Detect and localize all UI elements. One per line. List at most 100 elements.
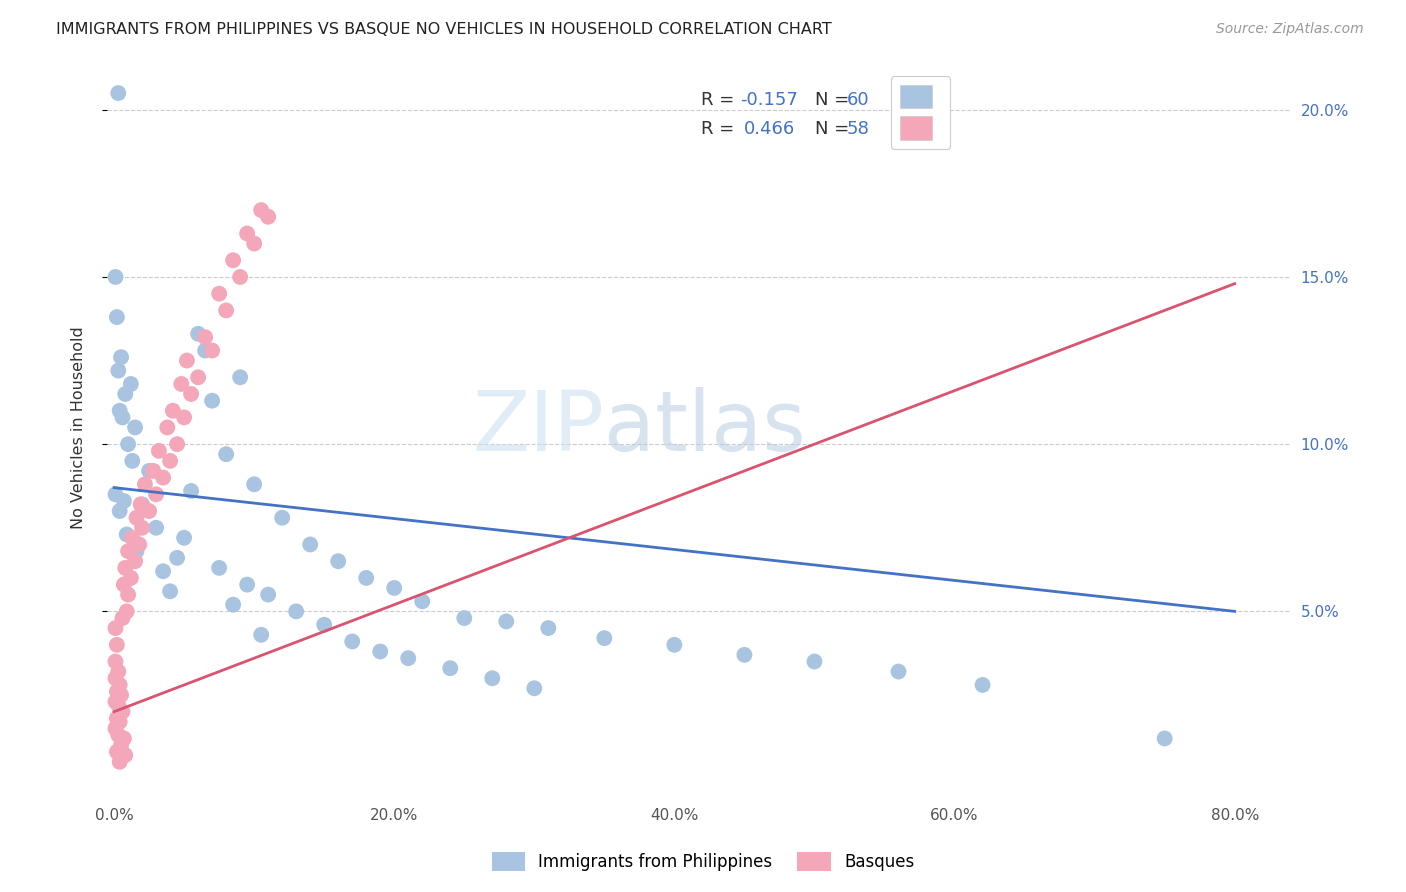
Point xyxy=(803,655,825,669)
Point xyxy=(201,393,224,408)
Point xyxy=(208,286,231,301)
Point xyxy=(104,722,127,736)
Point xyxy=(110,688,132,702)
Point xyxy=(156,420,179,434)
Text: R =: R = xyxy=(702,91,741,109)
Legend: , : , xyxy=(890,76,950,149)
Point xyxy=(107,363,129,377)
Point xyxy=(159,454,181,468)
Point xyxy=(285,604,308,618)
Point xyxy=(148,443,170,458)
Text: ZIP: ZIP xyxy=(472,387,605,468)
Point xyxy=(236,227,259,241)
Point xyxy=(124,420,146,434)
Point xyxy=(142,464,165,478)
Point xyxy=(523,681,546,696)
Point xyxy=(152,564,174,578)
Point xyxy=(299,537,322,551)
Point xyxy=(138,504,160,518)
Point xyxy=(117,588,139,602)
Point xyxy=(121,454,143,468)
Text: N =: N = xyxy=(815,120,855,138)
Point xyxy=(733,648,755,662)
Point xyxy=(104,487,127,501)
Point xyxy=(236,577,259,591)
Point xyxy=(114,561,136,575)
Point xyxy=(117,437,139,451)
Point xyxy=(328,554,350,568)
Point xyxy=(439,661,461,675)
Point xyxy=(115,604,138,618)
Point xyxy=(170,376,193,391)
Point xyxy=(125,544,148,558)
Point xyxy=(229,269,252,284)
Point xyxy=(243,236,266,251)
Text: 60: 60 xyxy=(846,91,869,109)
Point xyxy=(382,581,405,595)
Point xyxy=(250,203,273,218)
Point xyxy=(215,447,238,461)
Point xyxy=(104,655,127,669)
Point xyxy=(107,728,129,742)
Point xyxy=(105,745,128,759)
Point xyxy=(342,634,364,648)
Point xyxy=(110,350,132,364)
Point xyxy=(112,494,135,508)
Point xyxy=(887,665,910,679)
Point xyxy=(107,665,129,679)
Point xyxy=(120,571,142,585)
Point xyxy=(125,510,148,524)
Point xyxy=(972,678,994,692)
Point xyxy=(131,497,153,511)
Point xyxy=(108,403,131,417)
Point xyxy=(257,588,280,602)
Point xyxy=(187,370,209,384)
Point xyxy=(159,584,181,599)
Point xyxy=(108,678,131,692)
Point xyxy=(105,711,128,725)
Point xyxy=(104,621,127,635)
Point xyxy=(593,631,616,645)
Point xyxy=(105,684,128,698)
Point xyxy=(145,487,167,501)
Point xyxy=(176,353,198,368)
Point xyxy=(124,554,146,568)
Y-axis label: No Vehicles in Household: No Vehicles in Household xyxy=(72,326,86,529)
Text: R =: R = xyxy=(702,120,741,138)
Point xyxy=(111,705,134,719)
Point xyxy=(537,621,560,635)
Point xyxy=(110,738,132,752)
Text: 0.466: 0.466 xyxy=(744,120,796,138)
Point xyxy=(117,544,139,558)
Point xyxy=(222,253,245,268)
Point xyxy=(173,410,195,425)
Point xyxy=(314,617,336,632)
Point xyxy=(111,410,134,425)
Point xyxy=(271,510,294,524)
Text: -0.157: -0.157 xyxy=(741,91,799,109)
Point xyxy=(180,387,202,401)
Text: IMMIGRANTS FROM PHILIPPINES VS BASQUE NO VEHICLES IN HOUSEHOLD CORRELATION CHART: IMMIGRANTS FROM PHILIPPINES VS BASQUE NO… xyxy=(56,22,832,37)
Point xyxy=(180,483,202,498)
Point xyxy=(250,628,273,642)
Point xyxy=(222,598,245,612)
Point xyxy=(194,343,217,358)
Text: N =: N = xyxy=(815,91,855,109)
Text: Source: ZipAtlas.com: Source: ZipAtlas.com xyxy=(1216,22,1364,37)
Point xyxy=(115,527,138,541)
Point xyxy=(495,615,517,629)
Point xyxy=(166,550,188,565)
Point xyxy=(104,269,127,284)
Text: 58: 58 xyxy=(846,120,870,138)
Point xyxy=(201,343,224,358)
Point xyxy=(208,561,231,575)
Point xyxy=(257,210,280,224)
Point xyxy=(396,651,419,665)
Legend: Immigrants from Philippines, Basques: Immigrants from Philippines, Basques xyxy=(484,843,922,880)
Point xyxy=(121,531,143,545)
Point xyxy=(215,303,238,318)
Point xyxy=(194,330,217,344)
Point xyxy=(368,644,391,658)
Point xyxy=(243,477,266,491)
Point xyxy=(112,577,135,591)
